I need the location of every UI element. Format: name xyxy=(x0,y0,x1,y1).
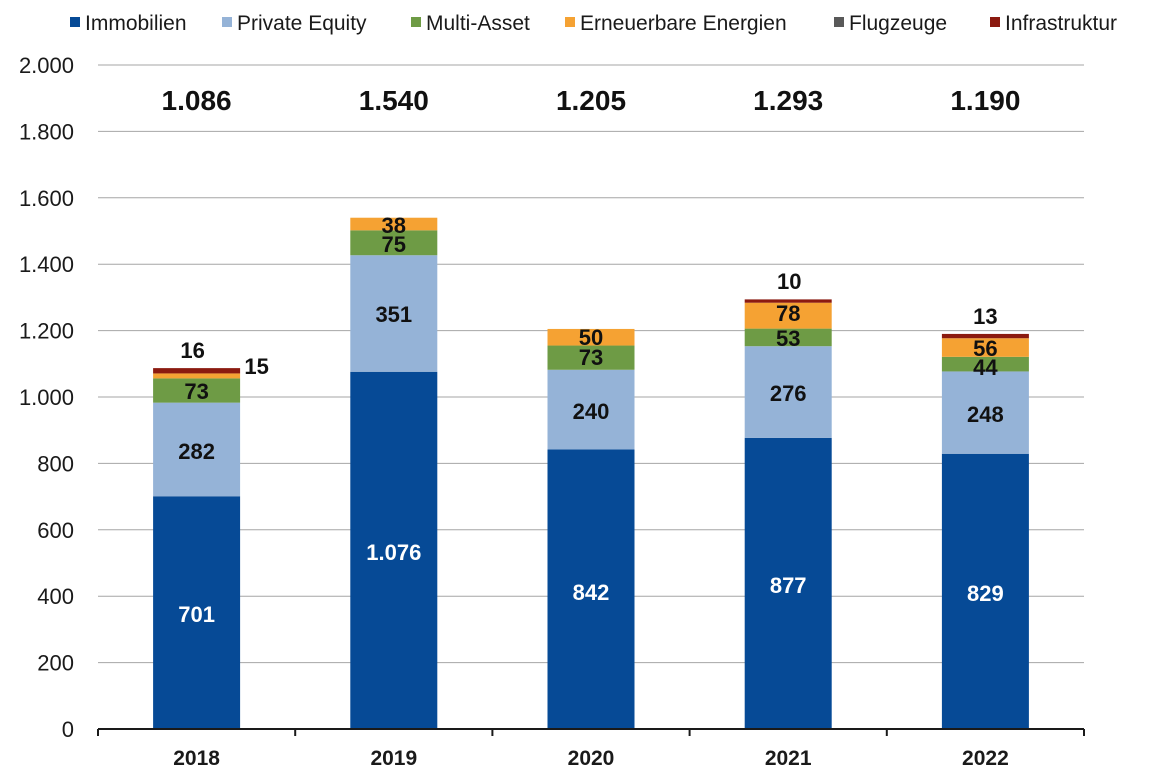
segment-label-multi-asset-2020: 73 xyxy=(579,345,603,370)
y-tick-label: 1.800 xyxy=(19,119,74,144)
x-tick-label-2020: 2020 xyxy=(568,747,615,770)
legend-label-4: Flugzeuge xyxy=(849,12,947,35)
bar-segment-immobilien-2020 xyxy=(547,449,635,729)
bar-segment-private-equity-2022 xyxy=(941,371,1029,454)
x-tick-label-2019: 2019 xyxy=(370,747,417,770)
y-tick-label: 1.000 xyxy=(19,385,74,410)
legend-label-3: Erneuerbare Energien xyxy=(580,12,787,35)
segment-label-erneuerbare-energien-2018: 15 xyxy=(244,354,268,379)
x-tick-label-2022: 2022 xyxy=(962,747,1009,770)
bar-segment-multi-asset-2018 xyxy=(153,378,241,403)
y-tick-label: 1.600 xyxy=(19,186,74,211)
segment-labels: 701 1.076 842 877 829 282 351 240 276 248 73 75 73 53… xyxy=(178,213,1004,627)
total-label-2022: 1.190 xyxy=(950,85,1020,116)
bar-segment-private-equity-2020 xyxy=(547,369,635,450)
segment-label-private-equity-2020: 240 xyxy=(573,399,610,424)
segment-label-multi-asset-2019: 75 xyxy=(382,232,406,257)
segment-label-erneuerbare-energien-2019: 38 xyxy=(382,213,406,238)
bar-segment-erneuerbare-energien-2019 xyxy=(350,217,438,231)
legend-swatch-1 xyxy=(222,17,232,27)
y-tick-label: 2.000 xyxy=(19,53,74,78)
legend-swatch-3 xyxy=(565,17,575,27)
bar-segment-erneuerbare-energien-2020 xyxy=(547,328,635,346)
segment-label-private-equity-2018: 282 xyxy=(178,439,215,464)
bar-segment-multi-asset-2022 xyxy=(941,356,1029,372)
bar-segment-multi-asset-2021 xyxy=(744,328,832,347)
legend-label-0: Immobilien xyxy=(85,12,187,35)
bar-segment-infrastruktur-2021 xyxy=(744,299,832,303)
bar-segment-immobilien-2018 xyxy=(153,496,241,729)
bar-segment-multi-asset-2019 xyxy=(350,230,438,256)
segment-label-multi-asset-2018: 73 xyxy=(184,379,208,404)
segment-label-erneuerbare-energien-2021: 78 xyxy=(776,301,800,326)
y-tick-label: 1.400 xyxy=(19,252,74,277)
bar-segment-infrastruktur-2018 xyxy=(153,368,241,374)
bar-segment-private-equity-2018 xyxy=(153,402,241,497)
segment-label-immobilien-2022: 829 xyxy=(967,581,1004,606)
bar-segment-immobilien-2019 xyxy=(350,371,438,729)
legend-swatch-2 xyxy=(411,17,421,27)
legend-label-1: Private Equity xyxy=(237,12,367,35)
bar-segment-private-equity-2021 xyxy=(744,346,832,438)
segment-label-immobilien-2018: 701 xyxy=(178,602,215,627)
x-tick-label-2021: 2021 xyxy=(765,747,812,770)
bar-segment-erneuerbare-energien-2022 xyxy=(941,338,1029,357)
segment-label-immobilien-2019: 1.076 xyxy=(366,540,421,565)
bars xyxy=(153,217,1029,729)
legend-label-2: Multi-Asset xyxy=(426,12,530,35)
bar-segment-erneuerbare-energien-2021 xyxy=(744,302,832,329)
y-axis-ticks: 0 200 400 600 800 1.000 1.200 1.400 1.600 1.800 2.… xyxy=(19,53,74,742)
x-axis: 2018 2019 2020 2021 2022 xyxy=(97,728,1085,770)
legend-swatch-5 xyxy=(990,17,1000,27)
bar-segment-private-equity-2019 xyxy=(350,255,438,372)
segment-label-infrastruktur-2021: 10 xyxy=(777,269,801,294)
bar-segment-immobilien-2022 xyxy=(941,453,1029,729)
y-tick-label: 200 xyxy=(37,651,74,676)
segment-label-private-equity-2022: 248 xyxy=(967,402,1004,427)
segment-label-infrastruktur-2018: 16 xyxy=(180,338,204,363)
total-label-2018: 1.086 xyxy=(162,85,232,116)
total-label-2020: 1.205 xyxy=(556,85,626,116)
x-tick-label-2018: 2018 xyxy=(173,747,220,770)
bar-segment-infrastruktur-2022 xyxy=(941,333,1029,339)
segment-label-private-equity-2021: 276 xyxy=(770,381,807,406)
y-tick-label: 0 xyxy=(62,717,74,742)
legend-label-5: Infrastruktur xyxy=(1005,12,1117,35)
bar-segment-immobilien-2021 xyxy=(744,437,832,729)
segment-label-infrastruktur-2022: 13 xyxy=(973,304,997,329)
y-tick-label: 400 xyxy=(37,584,74,609)
y-tick-label: 1.200 xyxy=(19,319,74,344)
bar-segment-multi-asset-2020 xyxy=(547,345,635,370)
segment-label-multi-asset-2022: 44 xyxy=(973,355,998,380)
y-tick-label: 600 xyxy=(37,518,74,543)
segment-label-immobilien-2020: 842 xyxy=(573,580,610,605)
total-label-2021: 1.293 xyxy=(753,85,823,116)
legend-swatch-4 xyxy=(834,17,844,27)
legend-swatch-0 xyxy=(70,17,80,27)
segment-label-erneuerbare-energien-2022: 56 xyxy=(973,336,997,361)
total-label-2019: 1.540 xyxy=(359,85,429,116)
y-tick-label: 800 xyxy=(37,451,74,476)
segment-label-immobilien-2021: 877 xyxy=(770,573,807,598)
segment-label-erneuerbare-energien-2020: 50 xyxy=(579,325,603,350)
segment-label-private-equity-2019: 351 xyxy=(375,302,412,327)
segment-label-multi-asset-2021: 53 xyxy=(776,326,800,351)
total-labels: 1.086 1.540 1.205 1.293 1.190 xyxy=(162,85,1021,116)
legend: Immobilien Private Equity Multi-Asset Erneu… xyxy=(70,12,1117,35)
bar-segment-erneuerbare-energien-2018 xyxy=(153,373,241,379)
